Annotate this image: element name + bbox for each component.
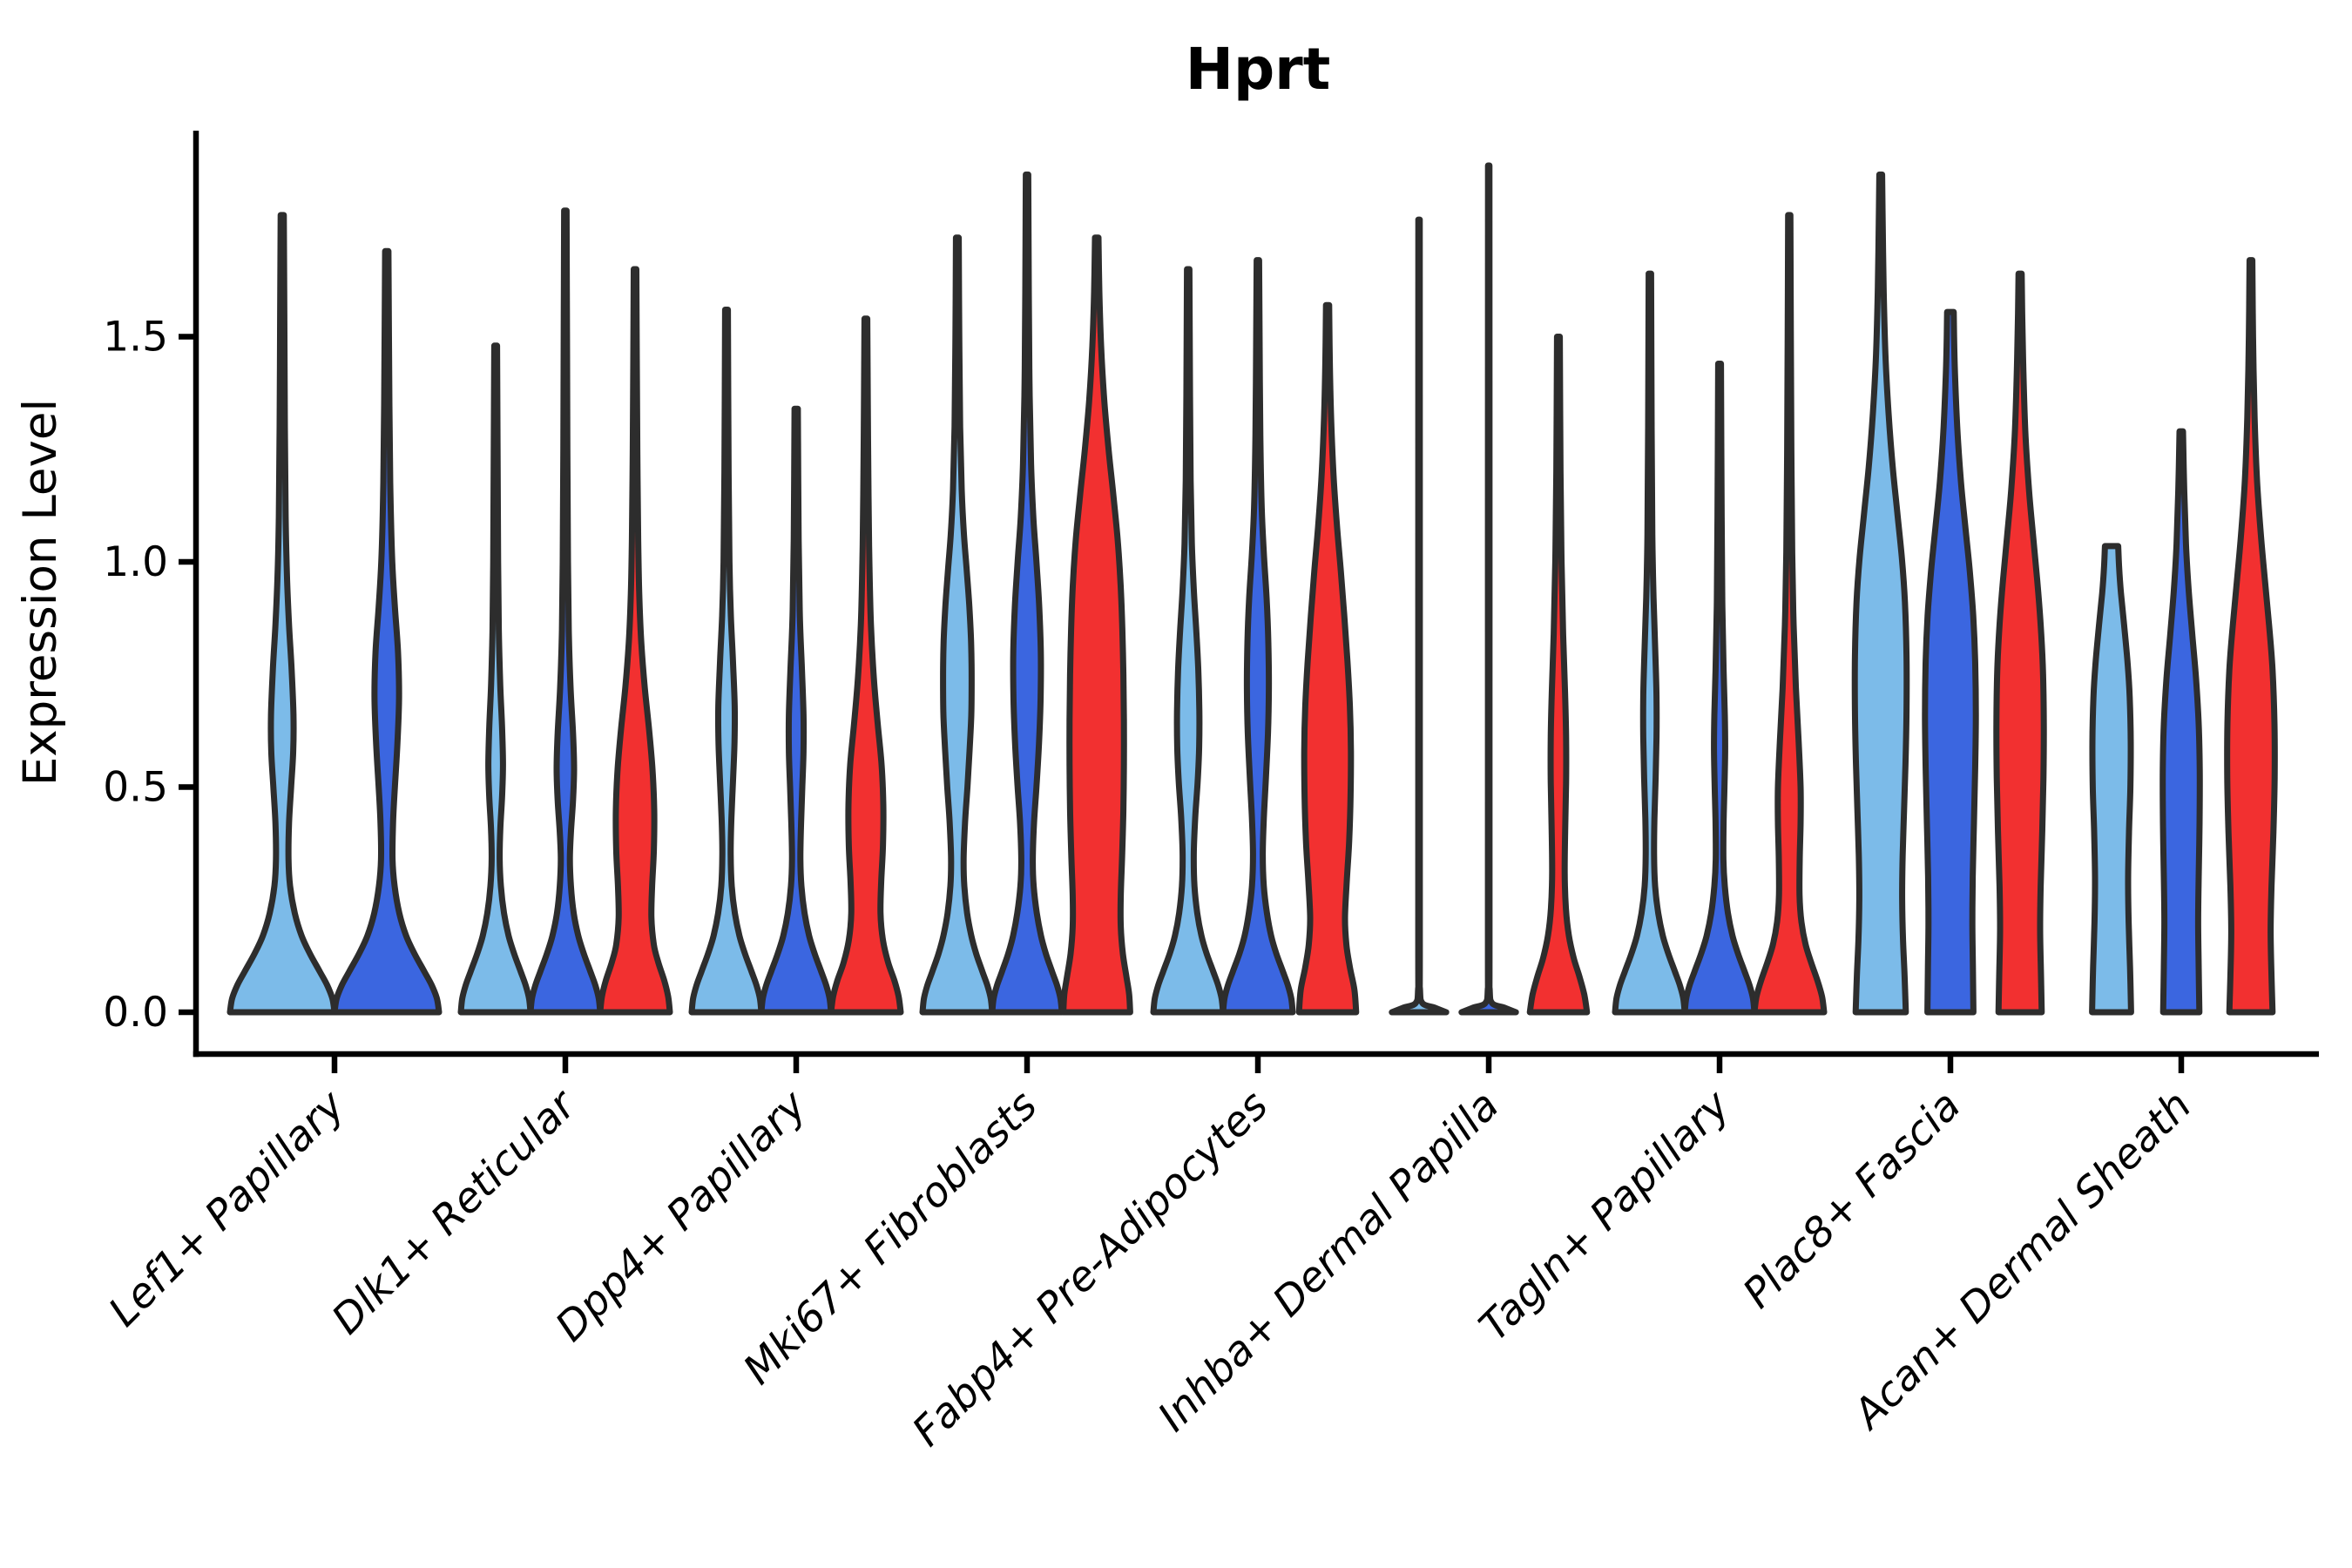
y-tick-label: 0.0 [103, 989, 168, 1037]
violin-red [597, 266, 673, 1016]
violin-light_blue [226, 212, 338, 1016]
violin-dark_blue [758, 405, 835, 1016]
violin-dark_blue [331, 247, 443, 1016]
violin-dark_blue [1922, 308, 1979, 1016]
violin-dark_blue [1681, 361, 1758, 1016]
x-tick-label: Plac8+ Fascia [1734, 1082, 1970, 1318]
y-tick-label: 0.5 [103, 764, 168, 812]
violin-light_blue [919, 234, 996, 1016]
violin-light_blue [688, 307, 765, 1016]
y-tick-label: 1.5 [103, 314, 168, 362]
violins-layer [226, 162, 2278, 1016]
x-tick-label: Dpp4+ Papillary [546, 1081, 816, 1351]
violin-light_blue [1389, 216, 1450, 1016]
x-tick-label: Lef1+ Papillary [99, 1081, 355, 1336]
violin-dark_blue [1458, 162, 1519, 1016]
violin-red [1993, 270, 2047, 1016]
violin-dark_blue [527, 207, 604, 1016]
y-tick-label: 1.0 [103, 538, 168, 586]
violin-red [1526, 334, 1591, 1016]
x-tick-label: Tagln+ Papillary [1470, 1081, 1740, 1351]
y-axis-label: Expression Level [14, 399, 67, 786]
violin-red [1751, 212, 1828, 1016]
violin-red [1060, 234, 1133, 1016]
violin-red [828, 315, 904, 1016]
violin-dark_blue [989, 171, 1065, 1016]
violin-red [2224, 257, 2278, 1016]
violin-light_blue [2089, 543, 2134, 1016]
violin-dark_blue [1220, 257, 1296, 1016]
violin-light_blue [457, 342, 534, 1016]
chart-title: Hprt [1186, 36, 1331, 103]
violin-light_blue [1612, 270, 1688, 1016]
violin-light_blue [1851, 171, 1910, 1016]
violin-dark_blue [2159, 428, 2203, 1016]
violin-red [1295, 301, 1360, 1016]
x-tick-label: Dlk1+ Reticular [323, 1080, 587, 1344]
violin-light_blue [1150, 266, 1227, 1016]
